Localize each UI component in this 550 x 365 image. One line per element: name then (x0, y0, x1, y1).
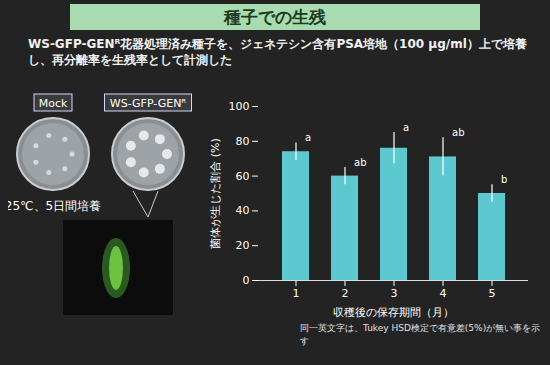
svg-text:1: 1 (293, 287, 300, 300)
svg-text:5: 5 (489, 287, 496, 300)
svg-text:ab: ab (354, 157, 366, 168)
svg-text:40: 40 (236, 204, 250, 217)
svg-text:ab: ab (452, 127, 464, 138)
svg-text:WS-GFP-GENᴿ: WS-GFP-GENᴿ (110, 97, 187, 110)
svg-text:a: a (305, 132, 311, 143)
svg-text:60: 60 (236, 170, 250, 183)
html-text:種子での生残: 種子での生残 (224, 7, 326, 27)
html-text:WS-GFP-GENᴿ花器処理済み種子を、ジェネテシン含有P: WS-GFP-GENᴿ花器処理済み種子を、ジェネテシン含有PSA培地（100 µ… (28, 37, 527, 67)
svg-text:Mock: Mock (39, 97, 68, 110)
svg-text:100: 100 (229, 100, 250, 113)
svg-text:25℃、5日間培養: 25℃、5日間培養 (8, 199, 101, 213)
svg-text:菌体が生じた割合 (%): 菌体が生じた割合 (%) (209, 138, 222, 249)
svg-text:20: 20 (236, 239, 250, 252)
html-text:同一英文字は、Tukey HSD検定で有意差(5%)が無い事: 同一英文字は、Tukey HSD検定で有意差(5%)が無い事を示す (300, 323, 541, 346)
svg-text:4: 4 (440, 287, 447, 300)
svg-text:b: b (501, 174, 507, 185)
svg-text:2: 2 (342, 287, 349, 300)
svg-text:3: 3 (391, 287, 398, 300)
svg-text:0: 0 (243, 274, 250, 287)
svg-text:a: a (403, 122, 409, 133)
svg-text:収穫後の保存期間（月）: 収穫後の保存期間（月） (333, 306, 454, 319)
svg-text:80: 80 (236, 135, 250, 148)
